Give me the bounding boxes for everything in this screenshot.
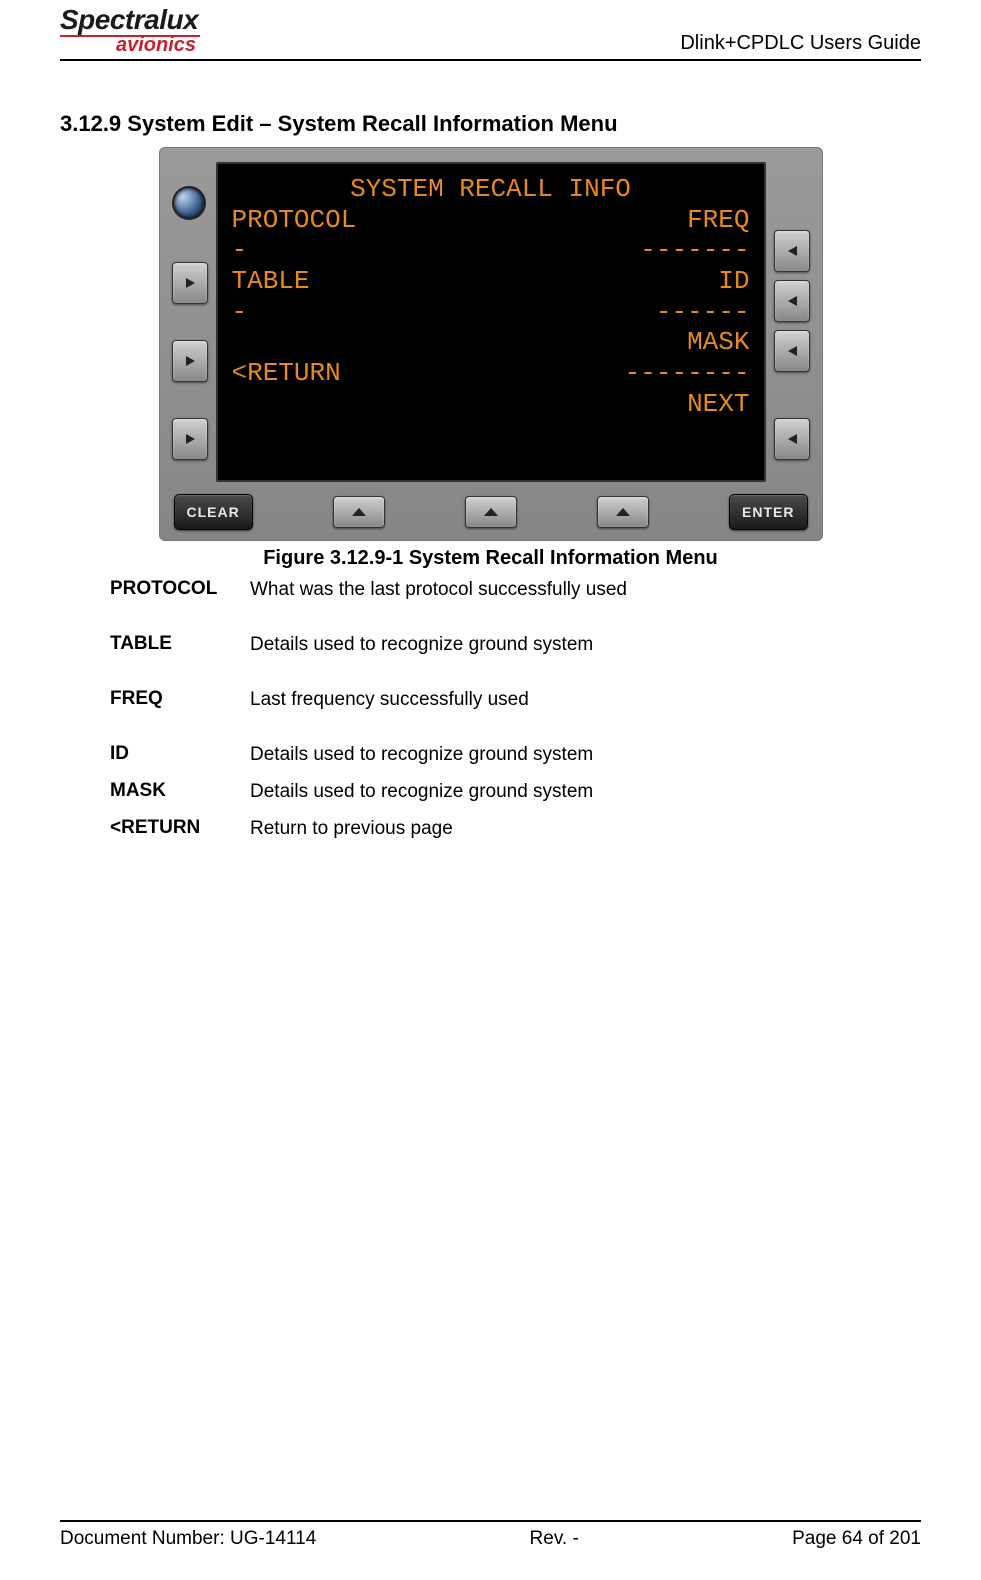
figure-caption: Figure 3.12.9-1 System Recall Informatio…	[60, 547, 921, 570]
screen-title: SYSTEM RECALL INFO	[232, 174, 750, 205]
left-lsk-2[interactable]	[172, 340, 208, 382]
logo: Spectralux avionics	[60, 6, 200, 55]
def-term: FREQ	[110, 688, 250, 710]
def-term: MASK	[110, 780, 250, 802]
scroll-up-1[interactable]	[333, 496, 385, 528]
device-top-row: SYSTEM RECALL INFO PROTOCOLFREQ --------…	[172, 162, 810, 482]
screen-row-4-right: MASK	[687, 327, 749, 358]
footer-rev: Rev. -	[530, 1528, 579, 1550]
screen-row-3: -------	[232, 297, 750, 328]
left-lsk-1[interactable]	[172, 262, 208, 304]
screen-row-0-right: FREQ	[687, 205, 749, 236]
left-side-buttons	[172, 162, 208, 482]
def-row-protocol: PROTOCOL What was the last protocol succ…	[110, 578, 921, 601]
def-term: PROTOCOL	[110, 578, 250, 600]
logo-bottom-text: avionics	[60, 35, 200, 55]
def-row-id: ID Details used to recognize ground syst…	[110, 743, 921, 766]
section-heading: 3.12.9 System Edit – System Recall Infor…	[60, 111, 921, 137]
brightness-knob[interactable]	[172, 186, 206, 220]
screen-row-2-right: ID	[718, 266, 749, 297]
screen-row-0: PROTOCOL FREQ	[232, 205, 750, 236]
screen-row-1: --------	[232, 235, 750, 266]
enter-button[interactable]: ENTER	[729, 494, 807, 530]
def-desc: Details used to recognize ground system	[250, 743, 921, 766]
def-desc: Return to previous page	[250, 817, 921, 840]
right-lsk-2[interactable]	[774, 280, 810, 322]
screen-row-3-left: -	[232, 297, 248, 328]
right-spacer	[774, 186, 810, 216]
device-figure: SYSTEM RECALL INFO PROTOCOLFREQ --------…	[60, 147, 921, 541]
def-desc: Details used to recognize ground system	[250, 780, 921, 803]
screen-row-4: MASK	[232, 327, 750, 358]
right-lsk-4[interactable]	[774, 418, 810, 460]
screen-row-5-left: <RETURN	[232, 358, 341, 389]
right-lsk-3[interactable]	[774, 330, 810, 372]
clear-button[interactable]: CLEAR	[174, 494, 253, 530]
left-lsk-3[interactable]	[172, 418, 208, 460]
screen-row-5: <RETURN --------	[232, 358, 750, 389]
screen-row-7-right: NEXT	[687, 389, 749, 420]
footer-page: Page 64 of 201	[792, 1528, 921, 1550]
def-desc: Details used to recognize ground system	[250, 633, 921, 656]
page-header: Spectralux avionics Dlink+CPDLC Users Gu…	[60, 0, 921, 61]
def-row-return: <RETURN Return to previous page	[110, 817, 921, 840]
device-bezel: SYSTEM RECALL INFO PROTOCOLFREQ --------…	[159, 147, 823, 541]
screen-row-0-left: PROTOCOL	[232, 205, 357, 236]
screen-row-7: NEXT	[232, 389, 750, 420]
scroll-up-2[interactable]	[465, 496, 517, 528]
page-footer: Document Number: UG-14114 Rev. - Page 64…	[60, 1520, 921, 1550]
guide-title: Dlink+CPDLC Users Guide	[680, 32, 921, 55]
right-side-buttons	[774, 162, 810, 482]
def-row-mask: MASK Details used to recognize ground sy…	[110, 780, 921, 803]
scroll-up-3[interactable]	[597, 496, 649, 528]
device-bottom-row: CLEAR ENTER	[172, 494, 810, 530]
device-screen: SYSTEM RECALL INFO PROTOCOLFREQ --------…	[216, 162, 766, 482]
screen-row-2-left: TABLE	[232, 266, 310, 297]
definitions-table: PROTOCOL What was the last protocol succ…	[110, 578, 921, 840]
def-desc: Last frequency successfully used	[250, 688, 921, 711]
page: Spectralux avionics Dlink+CPDLC Users Gu…	[0, 0, 981, 1580]
def-term: <RETURN	[110, 817, 250, 839]
screen-row-1-left: -	[232, 235, 248, 266]
footer-doc-number: Document Number: UG-14114	[60, 1528, 316, 1550]
def-row-table: TABLE Details used to recognize ground s…	[110, 633, 921, 656]
right-lsk-1[interactable]	[774, 230, 810, 272]
def-row-freq: FREQ Last frequency successfully used	[110, 688, 921, 711]
screen-row-2: TABLE ID	[232, 266, 750, 297]
screen-row-5-right: --------	[625, 358, 750, 389]
logo-top-text: Spectralux	[60, 6, 200, 34]
def-term: ID	[110, 743, 250, 765]
screen-row-1-right: -------	[640, 235, 749, 266]
def-term: TABLE	[110, 633, 250, 655]
screen-row-3-right: ------	[656, 297, 750, 328]
def-desc: What was the last protocol successfully …	[250, 578, 921, 601]
